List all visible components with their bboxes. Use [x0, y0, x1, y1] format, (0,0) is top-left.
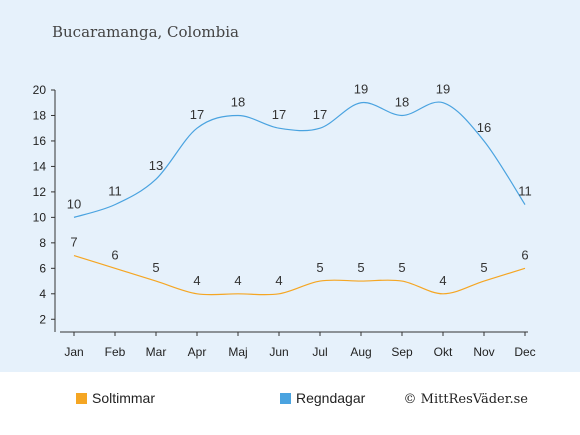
y-tick-label: 6 [39, 261, 46, 275]
data-label-soltimmar: 6 [521, 247, 528, 262]
x-tick-label: Nov [473, 345, 494, 359]
y-tick-label: 8 [39, 236, 46, 250]
y-tick-label: 16 [33, 134, 47, 148]
x-tick-label: Apr [188, 345, 207, 359]
x-tick-label: Okt [434, 345, 453, 359]
x-tick-label: Mar [146, 345, 167, 359]
data-label-soltimmar: 5 [398, 260, 405, 275]
data-label-regndagar: 11 [518, 184, 532, 199]
data-label-soltimmar: 5 [480, 260, 487, 275]
data-label-regndagar: 19 [436, 82, 450, 97]
data-label-regndagar: 19 [354, 82, 368, 97]
x-tick-label: Feb [105, 345, 126, 359]
x-tick-label: Jan [64, 345, 83, 359]
legend-swatch-soltimmar [76, 393, 87, 404]
y-tick-label: 4 [39, 287, 46, 301]
data-label-regndagar: 13 [149, 158, 163, 173]
data-label-soltimmar: 4 [439, 273, 446, 288]
data-label-regndagar: 10 [67, 196, 81, 211]
y-tick-label: 14 [33, 159, 47, 173]
legend-label-soltimmar: Soltimmar [92, 390, 155, 406]
series-line-soltimmar [73, 255, 526, 296]
legend-label-regndagar: Regndagar [296, 390, 366, 406]
plot-background [0, 0, 580, 372]
x-ticks: Jan Feb Mar Apr Maj Jun Jul Aug Sep Okt Nov Dec [64, 332, 536, 359]
x-tick-label: Jul [312, 345, 327, 359]
data-label-soltimmar: 4 [193, 273, 200, 288]
legend: Soltimmar Regndagar [76, 390, 366, 406]
y-tick-label: 2 [39, 312, 46, 326]
data-label-soltimmar: 5 [152, 260, 159, 275]
data-label-regndagar: 18 [231, 94, 245, 109]
data-label-soltimmar: 7 [70, 235, 77, 250]
x-tick-label: Jun [269, 345, 288, 359]
data-label-regndagar: 17 [313, 107, 327, 122]
x-tick-label: Dec [514, 345, 535, 359]
y-tick-label: 20 [33, 83, 47, 97]
data-label-soltimmar: 5 [357, 260, 364, 275]
series-layer: 7 6 5 4 4 4 5 5 5 4 5 6 10 11 13 17 18 17 17 19 18 19 16 11 [67, 82, 532, 296]
data-label-regndagar: 17 [190, 107, 204, 122]
legend-swatch-regndagar [280, 393, 291, 404]
data-label-soltimmar: 4 [275, 273, 282, 288]
data-label-regndagar: 11 [108, 184, 122, 199]
x-tick-label: Maj [228, 345, 247, 359]
data-label-regndagar: 18 [395, 94, 409, 109]
x-tick-label: Sep [391, 345, 413, 359]
series-line-regndagar [73, 101, 526, 218]
data-label-soltimmar: 6 [111, 247, 118, 262]
y-ticks: 2 4 6 8 10 12 14 16 18 20 [33, 83, 55, 326]
data-label-soltimmar: 5 [316, 260, 323, 275]
credit-text: © MittResVäder.se [404, 392, 529, 407]
y-tick-label: 10 [33, 210, 47, 224]
data-label-regndagar: 16 [477, 120, 491, 135]
data-label-regndagar: 17 [272, 107, 286, 122]
data-label-soltimmar: 4 [234, 273, 241, 288]
x-tick-label: Aug [350, 345, 371, 359]
y-tick-label: 12 [33, 185, 47, 199]
y-tick-label: 18 [33, 108, 47, 122]
chart-title: Bucaramanga, Colombia [52, 23, 239, 41]
